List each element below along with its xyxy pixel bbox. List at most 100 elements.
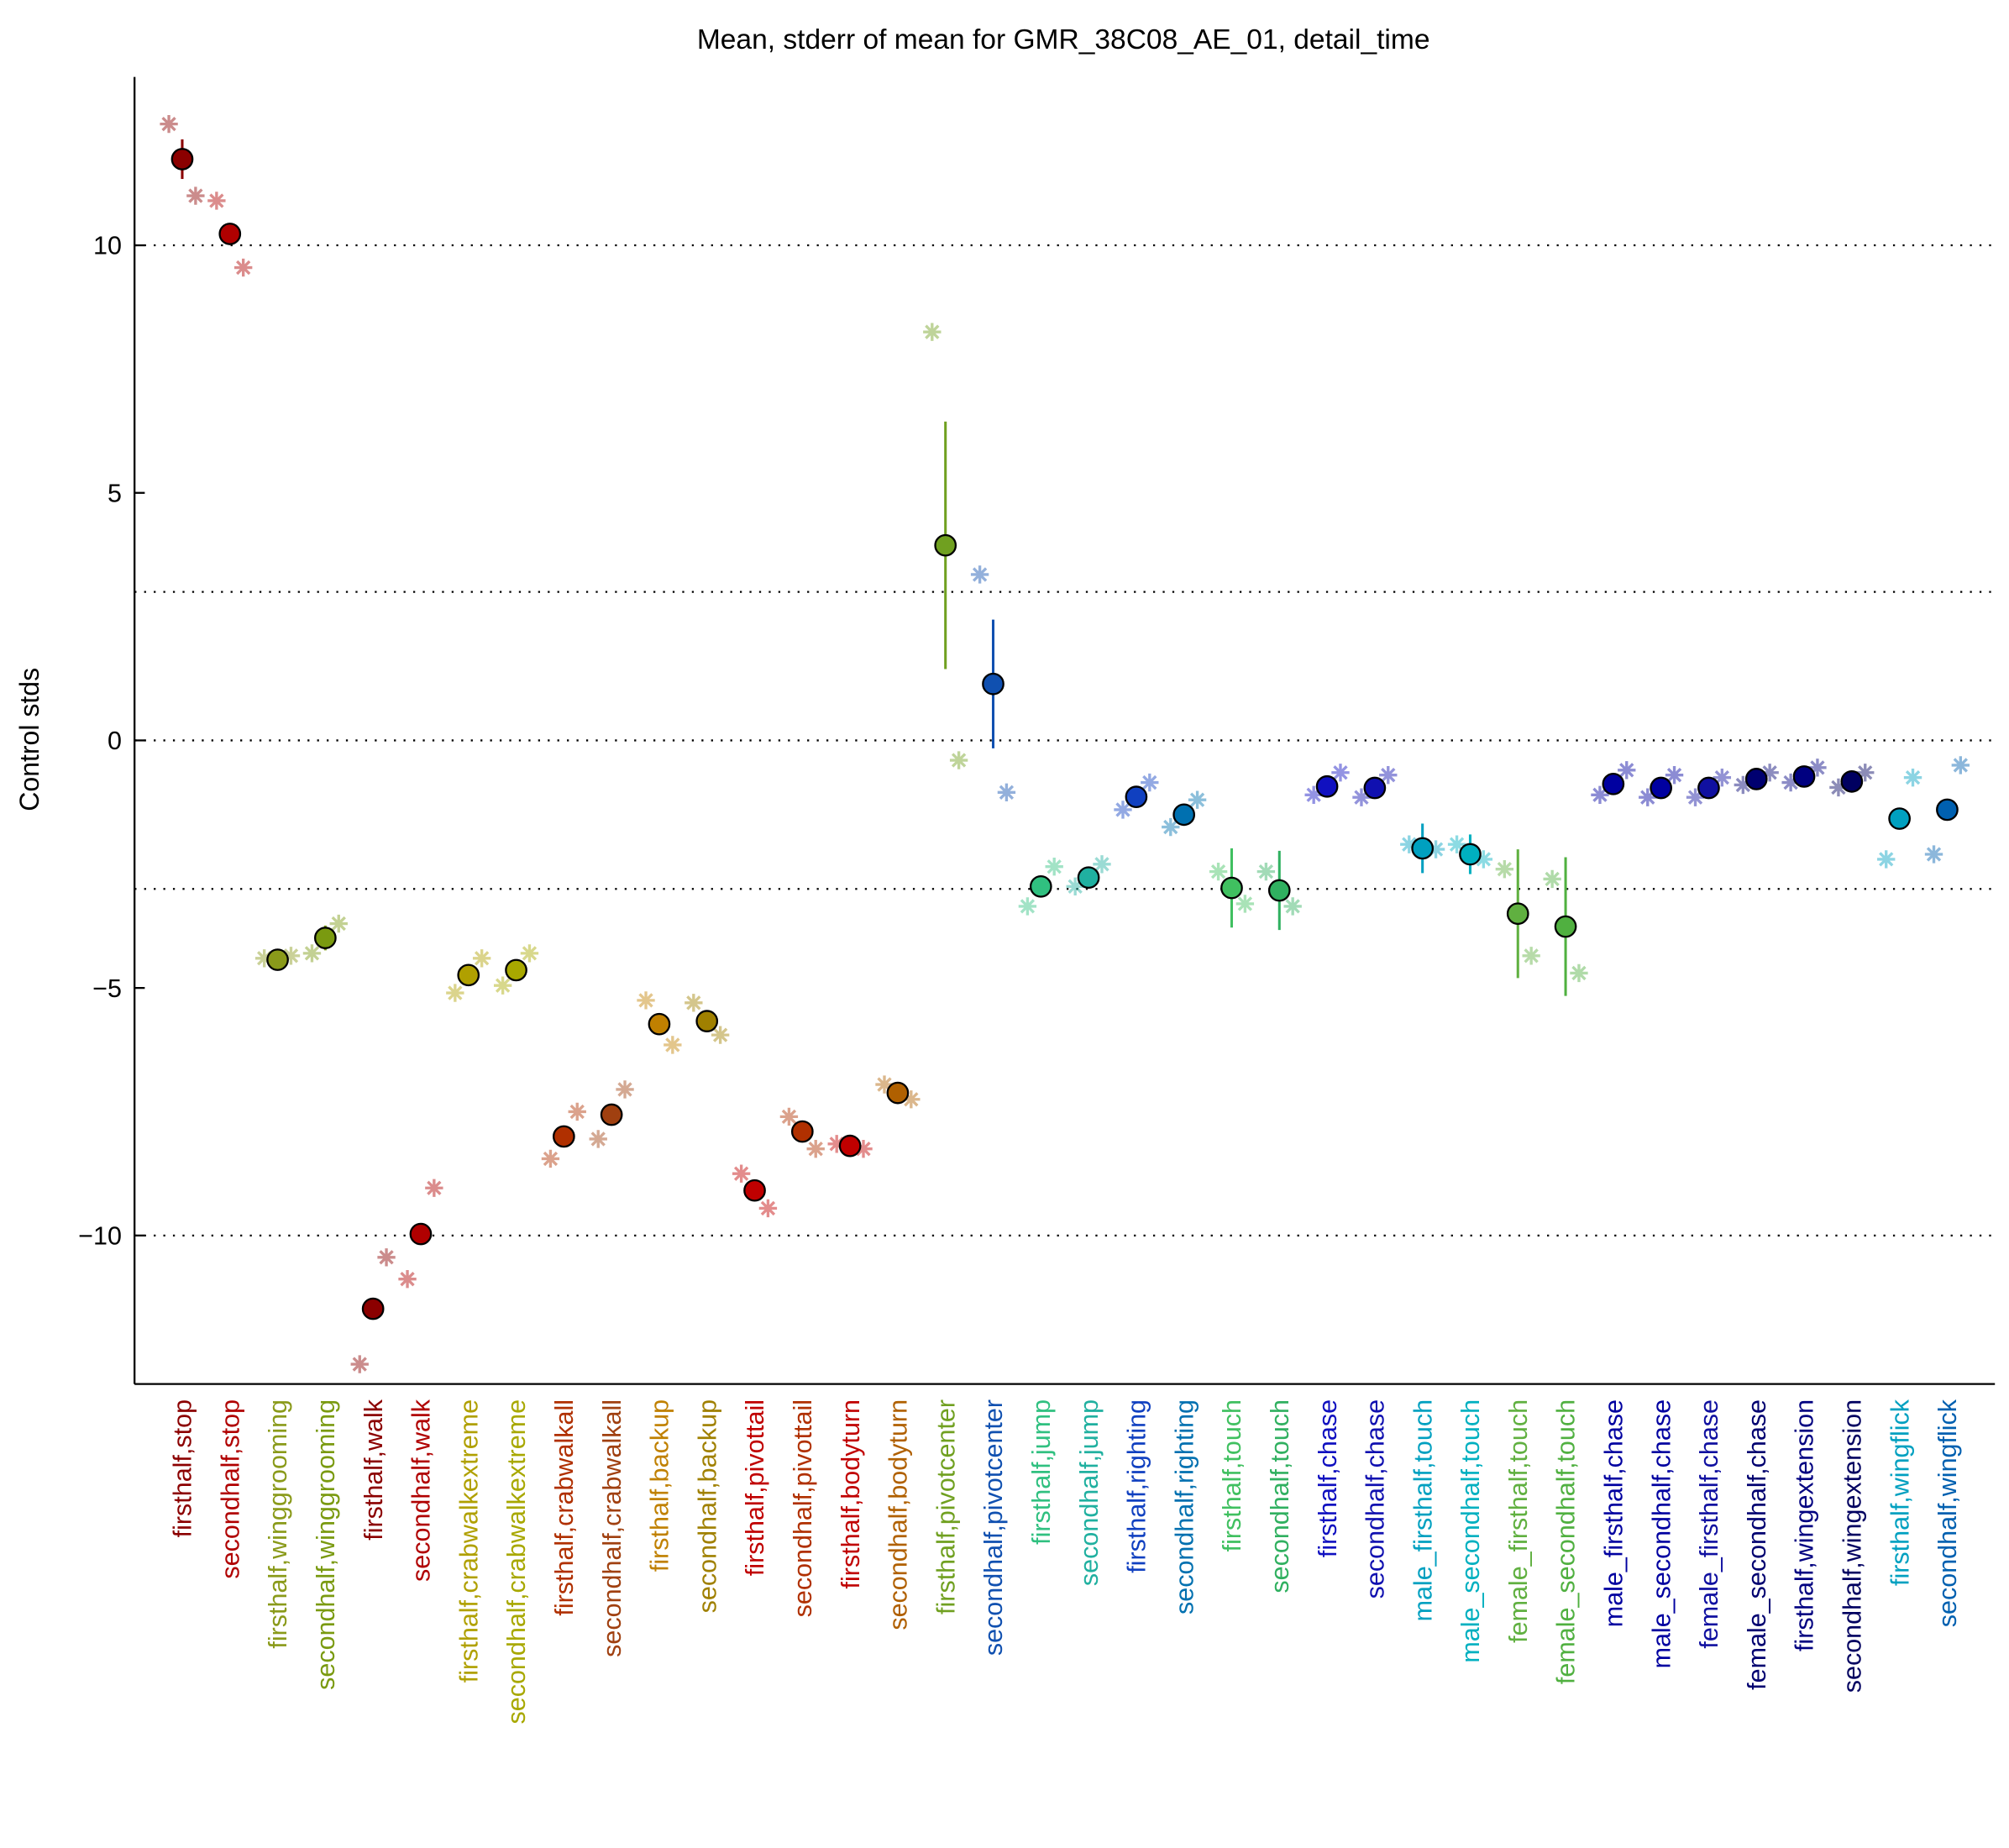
mean-point [1936,798,1959,822]
x-tick-label: female_firsthalf,touch [1504,1399,1533,1643]
asterisk-point [1543,869,1561,889]
x-tick-label: male_firsthalf,touch [1408,1399,1437,1621]
asterisk-point [1618,761,1636,780]
asterisk-point [758,1199,778,1218]
x-tick-label: female_secondhalf,touch [1552,1399,1581,1684]
asterisk-point [779,1107,799,1126]
mean-point [1125,785,1148,808]
asterisk-point [254,949,274,968]
mean-point [457,963,480,987]
mean-point [1840,770,1864,793]
asterisk-point [616,1080,634,1099]
mean-point [600,1103,623,1126]
mean-point [838,1134,862,1158]
x-tick-label: firsthalf,backup [646,1399,674,1572]
x-tick-label: firsthalf,jump [1027,1399,1056,1545]
y-tick-label: 0 [108,727,122,755]
asterisk-point [1760,764,1779,782]
mean-point [314,927,337,949]
mean-point [1267,879,1291,902]
asterisk-point [1495,860,1514,879]
asterisk-point [425,1179,443,1197]
x-tick-label: secondhalf,pivotcenter [979,1399,1008,1656]
mean-point [1697,776,1720,800]
asterisk-point [1379,766,1398,785]
x-tick-label: secondhalf,crabwalkall [598,1399,627,1657]
asterisk-point [329,914,348,933]
asterisk-point [923,323,942,341]
asterisk-point [1162,817,1180,837]
x-tick-label: firsthalf,wingflick [1886,1399,1914,1586]
x-tick-label: firsthalf,walk [359,1399,388,1541]
asterisk-point [1686,788,1705,806]
mean-point [1363,776,1387,800]
asterisk-point [1141,773,1159,792]
x-tick-label: secondhalf,wingflick [1933,1399,1962,1627]
x-tick-label: male_firsthalf,chase [1600,1399,1629,1627]
x-tick-label: firsthalf,bodyturn [837,1399,865,1588]
x-tick-label: secondhalf,crabwalkextreme [502,1399,531,1725]
y-tick-label: −10 [78,1222,122,1251]
mean-point [266,948,289,971]
asterisk-point [1522,947,1540,965]
y-tick-label: −5 [92,974,122,1003]
mean-point [1172,803,1196,827]
x-tick-label: secondhalf,backup [693,1399,721,1613]
mean-point [361,1297,385,1320]
asterisk-point [1045,858,1063,876]
mean-point [790,1120,814,1143]
asterisk-point [1829,778,1848,797]
asterisk-point [1256,862,1276,881]
mean-point [1744,768,1768,790]
x-tick-label: secondhalf,righting [1170,1399,1199,1614]
y-tick-label: 10 [93,232,122,260]
mean-point [886,1081,910,1105]
asterisk-point [1713,768,1732,787]
mean-point [743,1179,766,1202]
asterisk-point [875,1075,894,1094]
x-tick-label: firsthalf,crabwalkall [550,1399,579,1616]
x-tick-label: male_secondhalf,chase [1647,1399,1676,1668]
asterisk-point [854,1140,873,1158]
x-tick-label: secondhalf,jump [1075,1399,1104,1586]
x-tick-label: firsthalf,pivotcenter [931,1399,960,1614]
asterisk-point [970,565,989,584]
chart-title: Mean, stderr of mean for GMR_38C08_AE_01… [697,24,1430,55]
asterisk-point [1856,764,1875,782]
asterisk-point [1639,788,1657,806]
y-axis-label: Control stds [14,668,45,811]
asterisk-point [732,1164,751,1183]
x-tick-label: firsthalf,chase [1314,1399,1342,1557]
asterisk-point [1665,766,1684,785]
asterisk-point [568,1102,586,1121]
asterisk-point [472,949,491,968]
asterisk-point [1474,850,1493,869]
asterisk-point [1331,764,1350,782]
asterisk-point [520,944,539,963]
x-tick-label: firsthalf,stop [169,1399,197,1537]
mean-point [505,958,527,982]
mean-point [1650,776,1672,800]
mean-point [552,1125,575,1148]
mean-point [1888,807,1911,830]
asterisk-point [1447,835,1466,853]
x-tick-label: firsthalf,pivottail [741,1399,769,1576]
x-tick-label: female_secondhalf,chase [1743,1399,1771,1690]
asterisk-point [1283,897,1302,916]
x-tick-label: firsthalf,winggrooming [264,1399,292,1649]
asterisk-point [1018,897,1037,916]
mean-point [218,223,242,245]
x-tick-label: firsthalf,crabwalkextreme [454,1399,483,1683]
x-tick-label: secondhalf,stop [216,1399,244,1579]
asterisk-point [685,994,703,1012]
asterisk-point [664,1036,682,1054]
asterisk-point [1570,963,1588,983]
asterisk-point [207,192,226,210]
asterisk-point [1066,877,1084,895]
mean-point [695,1010,719,1032]
mean-point [1220,876,1243,900]
asterisk-point [350,1355,369,1373]
asterisk-point [1951,756,1970,774]
mean-point [1602,772,1625,795]
